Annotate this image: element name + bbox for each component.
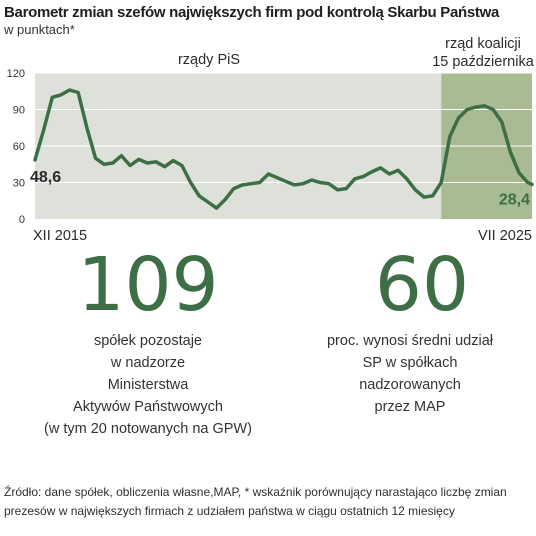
data-point xyxy=(362,175,365,178)
data-point xyxy=(405,177,408,180)
data-point xyxy=(371,170,374,173)
data-point xyxy=(85,126,88,129)
data-point xyxy=(457,117,460,120)
data-point xyxy=(111,162,114,165)
y-tick-label: 90 xyxy=(13,105,25,117)
chart-title: Barometr zmian szefów największych firm … xyxy=(4,4,500,21)
data-point xyxy=(474,106,477,109)
data-point xyxy=(327,182,330,185)
stat-text-share: proc. wynosi średni udział SP w spółkach… xyxy=(326,333,494,415)
data-point xyxy=(531,183,534,186)
annotation-end-value: 28,4 xyxy=(499,191,530,208)
period-label-coalition: 15 października xyxy=(432,54,534,70)
data-point xyxy=(189,181,192,184)
stat-number-companies: 109 xyxy=(77,242,219,328)
data-point xyxy=(310,179,313,182)
data-point xyxy=(353,177,356,180)
data-point xyxy=(241,183,244,186)
data-point xyxy=(492,108,495,111)
series-line xyxy=(33,88,534,210)
period-label-pis: rządy PiS xyxy=(178,52,240,68)
data-point xyxy=(155,160,158,163)
data-point xyxy=(483,104,486,107)
data-point xyxy=(526,181,529,184)
y-tick-label: 120 xyxy=(7,68,25,80)
data-point xyxy=(215,207,218,210)
x-tick-label-end: VII 2025 xyxy=(478,228,532,244)
data-point xyxy=(431,194,434,197)
data-point xyxy=(137,158,140,161)
data-point xyxy=(518,171,521,174)
data-point xyxy=(319,181,322,184)
data-point xyxy=(267,172,270,175)
data-point xyxy=(422,196,425,199)
data-point xyxy=(172,159,175,162)
data-point xyxy=(276,176,279,179)
stat-number-share: 60 xyxy=(374,242,470,328)
data-point xyxy=(198,194,201,197)
data-point xyxy=(293,183,296,186)
data-point xyxy=(414,188,417,191)
data-point xyxy=(448,135,451,138)
data-point xyxy=(34,158,37,161)
x-tick-label-start: XII 2015 xyxy=(33,228,87,244)
data-point xyxy=(146,162,149,165)
data-point xyxy=(94,157,97,160)
data-point xyxy=(500,120,503,123)
data-point xyxy=(163,165,166,168)
data-point xyxy=(345,187,348,190)
data-point xyxy=(224,198,227,201)
data-point xyxy=(258,181,261,184)
line-chart: 0 30 60 90 120 rządy PiS rząd koalicji 15 paźdz… xyxy=(7,36,535,244)
data-point xyxy=(129,164,132,167)
chart-subtitle: w punktach* xyxy=(4,22,75,37)
data-point xyxy=(336,188,339,191)
data-point xyxy=(232,187,235,190)
data-point xyxy=(397,169,400,172)
annotation-start-value: 48,6 xyxy=(30,169,61,186)
data-point xyxy=(103,163,106,166)
y-tick-label: 60 xyxy=(13,141,25,153)
data-point xyxy=(509,151,512,154)
data-point xyxy=(42,129,45,132)
stat-text-companies: spółek pozostaje w nadzorze Ministerstwa… xyxy=(44,333,252,437)
data-point xyxy=(59,93,62,96)
data-point xyxy=(379,166,382,169)
data-point xyxy=(250,182,253,185)
data-point xyxy=(206,200,209,203)
data-point xyxy=(68,89,71,92)
data-point xyxy=(466,108,469,111)
data-point xyxy=(120,154,123,157)
data-point xyxy=(301,182,304,185)
source-footnote: Źródło: dane spółek, obliczenia własne,M… xyxy=(4,485,507,518)
data-point xyxy=(388,172,391,175)
data-point xyxy=(284,180,287,183)
data-point xyxy=(440,181,443,184)
y-tick-label: 0 xyxy=(19,214,25,226)
period-label-coalition: rząd koalicji xyxy=(445,36,521,52)
data-point xyxy=(51,96,54,99)
data-point xyxy=(180,164,183,167)
y-tick-label: 30 xyxy=(13,178,25,190)
data-point xyxy=(77,91,80,94)
